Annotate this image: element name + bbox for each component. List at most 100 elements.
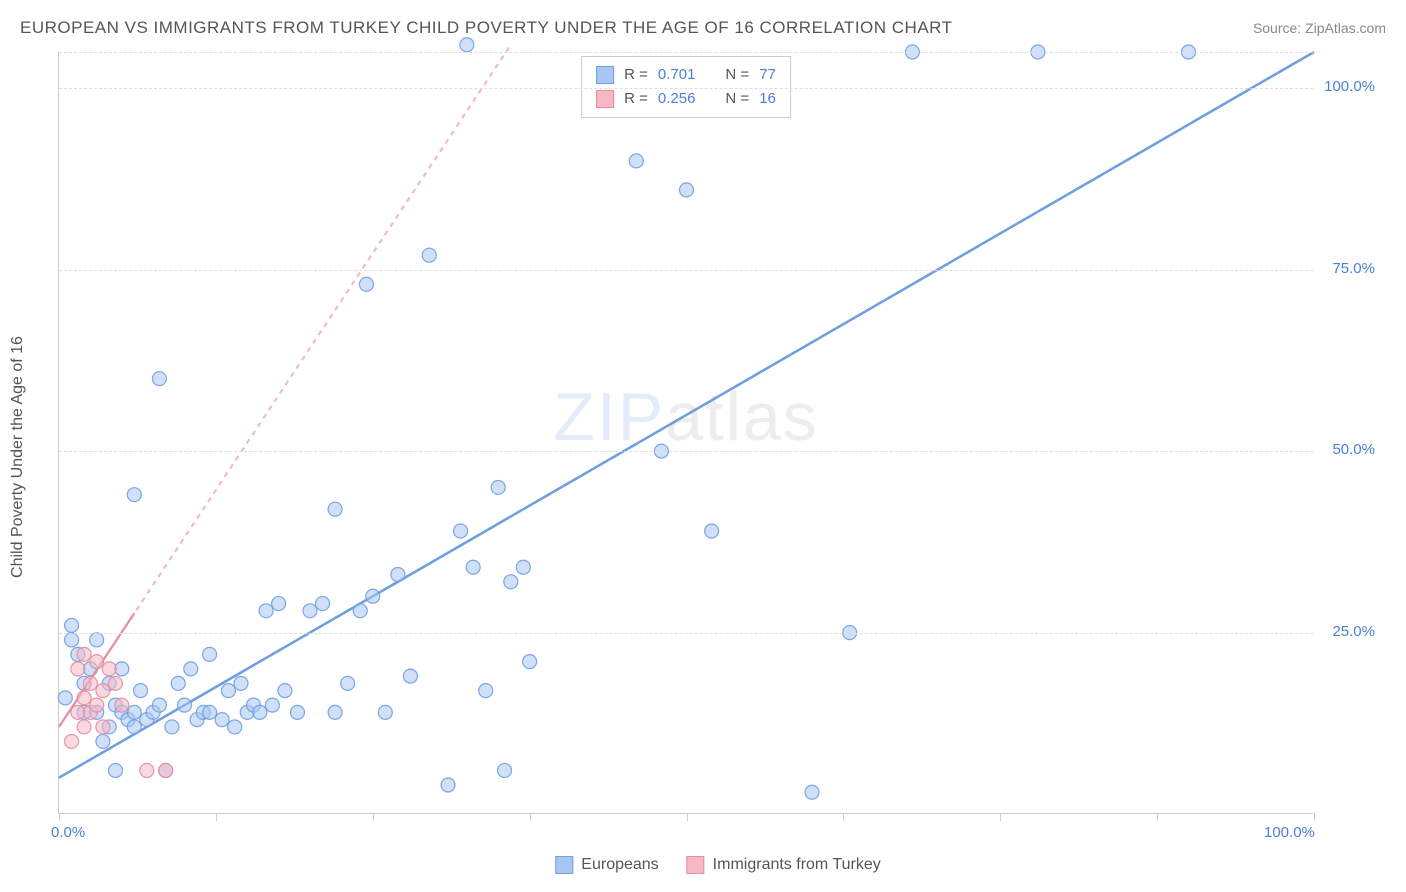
data-point	[441, 778, 455, 792]
x-tick-label: 100.0%	[1264, 824, 1315, 841]
data-point	[221, 684, 235, 698]
data-point	[108, 676, 122, 690]
data-point	[134, 684, 148, 698]
x-tick	[216, 813, 217, 821]
data-point	[341, 676, 355, 690]
data-point	[65, 618, 79, 632]
gridline	[59, 52, 1313, 53]
stat-n-label: N =	[725, 63, 749, 87]
data-point	[479, 684, 493, 698]
data-point	[71, 662, 85, 676]
y-tick-label: 75.0%	[1332, 260, 1375, 277]
x-tick-label: 0.0%	[51, 824, 85, 841]
stat-r-label: R =	[624, 87, 648, 111]
chart-container: Child Poverty Under the Age of 16 ZIPatl…	[58, 52, 1378, 844]
stat-swatch	[596, 90, 614, 108]
x-tick	[530, 813, 531, 821]
data-point	[460, 38, 474, 52]
data-point	[491, 480, 505, 494]
data-point	[278, 684, 292, 698]
data-point	[259, 604, 273, 618]
data-point	[96, 734, 110, 748]
stat-row: R = 0.256 N = 16	[596, 87, 776, 111]
x-tick	[1157, 813, 1158, 821]
chart-header: EUROPEAN VS IMMIGRANTS FROM TURKEY CHILD…	[20, 18, 1386, 38]
data-point	[77, 691, 91, 705]
data-point	[523, 655, 537, 669]
data-point	[152, 698, 166, 712]
gridline	[59, 451, 1313, 452]
x-tick	[1000, 813, 1001, 821]
data-point	[228, 720, 242, 734]
data-point	[115, 698, 129, 712]
trend-line-solid	[59, 52, 1314, 778]
stat-n-value: 16	[759, 87, 776, 111]
y-axis-label: Child Poverty Under the Age of 16	[9, 336, 27, 578]
data-point	[102, 662, 116, 676]
data-point	[90, 655, 104, 669]
data-point	[71, 705, 85, 719]
data-point	[77, 720, 91, 734]
stat-n-value: 77	[759, 63, 776, 87]
data-point	[65, 734, 79, 748]
stat-row: R =0.701N =77	[596, 63, 776, 87]
data-point	[127, 488, 141, 502]
data-point	[234, 676, 248, 690]
legend-item: Europeans	[555, 856, 658, 874]
stat-r-label: R =	[624, 63, 648, 87]
data-point	[290, 705, 304, 719]
data-point	[215, 713, 229, 727]
data-point	[403, 669, 417, 683]
data-point	[265, 698, 279, 712]
data-point	[498, 763, 512, 777]
data-point	[140, 763, 154, 777]
x-tick	[843, 813, 844, 821]
data-point	[108, 763, 122, 777]
data-point	[359, 277, 373, 291]
legend-label: Europeans	[581, 856, 658, 874]
data-point	[805, 785, 819, 799]
data-point	[96, 684, 110, 698]
data-point	[466, 560, 480, 574]
x-tick	[1314, 813, 1315, 821]
data-point	[680, 183, 694, 197]
data-point	[303, 604, 317, 618]
gridline	[59, 633, 1313, 634]
data-point	[127, 720, 141, 734]
y-tick-label: 100.0%	[1324, 78, 1375, 95]
data-point	[328, 705, 342, 719]
data-point	[115, 662, 129, 676]
data-point	[316, 597, 330, 611]
stat-n-label: N =	[725, 87, 749, 111]
data-point	[127, 705, 141, 719]
data-point	[83, 676, 97, 690]
data-point	[90, 633, 104, 647]
data-point	[391, 568, 405, 582]
data-point	[65, 633, 79, 647]
data-point	[90, 698, 104, 712]
stat-box: R =0.701N =77R =0.256N =16	[581, 56, 791, 118]
data-point	[152, 372, 166, 386]
legend-swatch	[687, 856, 705, 874]
data-point	[203, 647, 217, 661]
legend-swatch	[555, 856, 573, 874]
gridline	[59, 88, 1313, 89]
data-point	[203, 705, 217, 719]
scatter-svg	[59, 52, 1313, 813]
data-point	[253, 705, 267, 719]
stat-swatch	[596, 66, 614, 84]
legend-label: Immigrants from Turkey	[713, 856, 881, 874]
data-point	[96, 720, 110, 734]
stat-r-value: 0.256	[658, 87, 696, 111]
x-tick	[687, 813, 688, 821]
data-point	[159, 763, 173, 777]
x-tick	[59, 813, 60, 821]
data-point	[184, 662, 198, 676]
data-point	[178, 698, 192, 712]
data-point	[629, 154, 643, 168]
data-point	[165, 720, 179, 734]
y-tick-label: 50.0%	[1332, 441, 1375, 458]
data-point	[366, 589, 380, 603]
data-point	[353, 604, 367, 618]
legend-bottom: Europeans Immigrants from Turkey	[555, 856, 880, 874]
